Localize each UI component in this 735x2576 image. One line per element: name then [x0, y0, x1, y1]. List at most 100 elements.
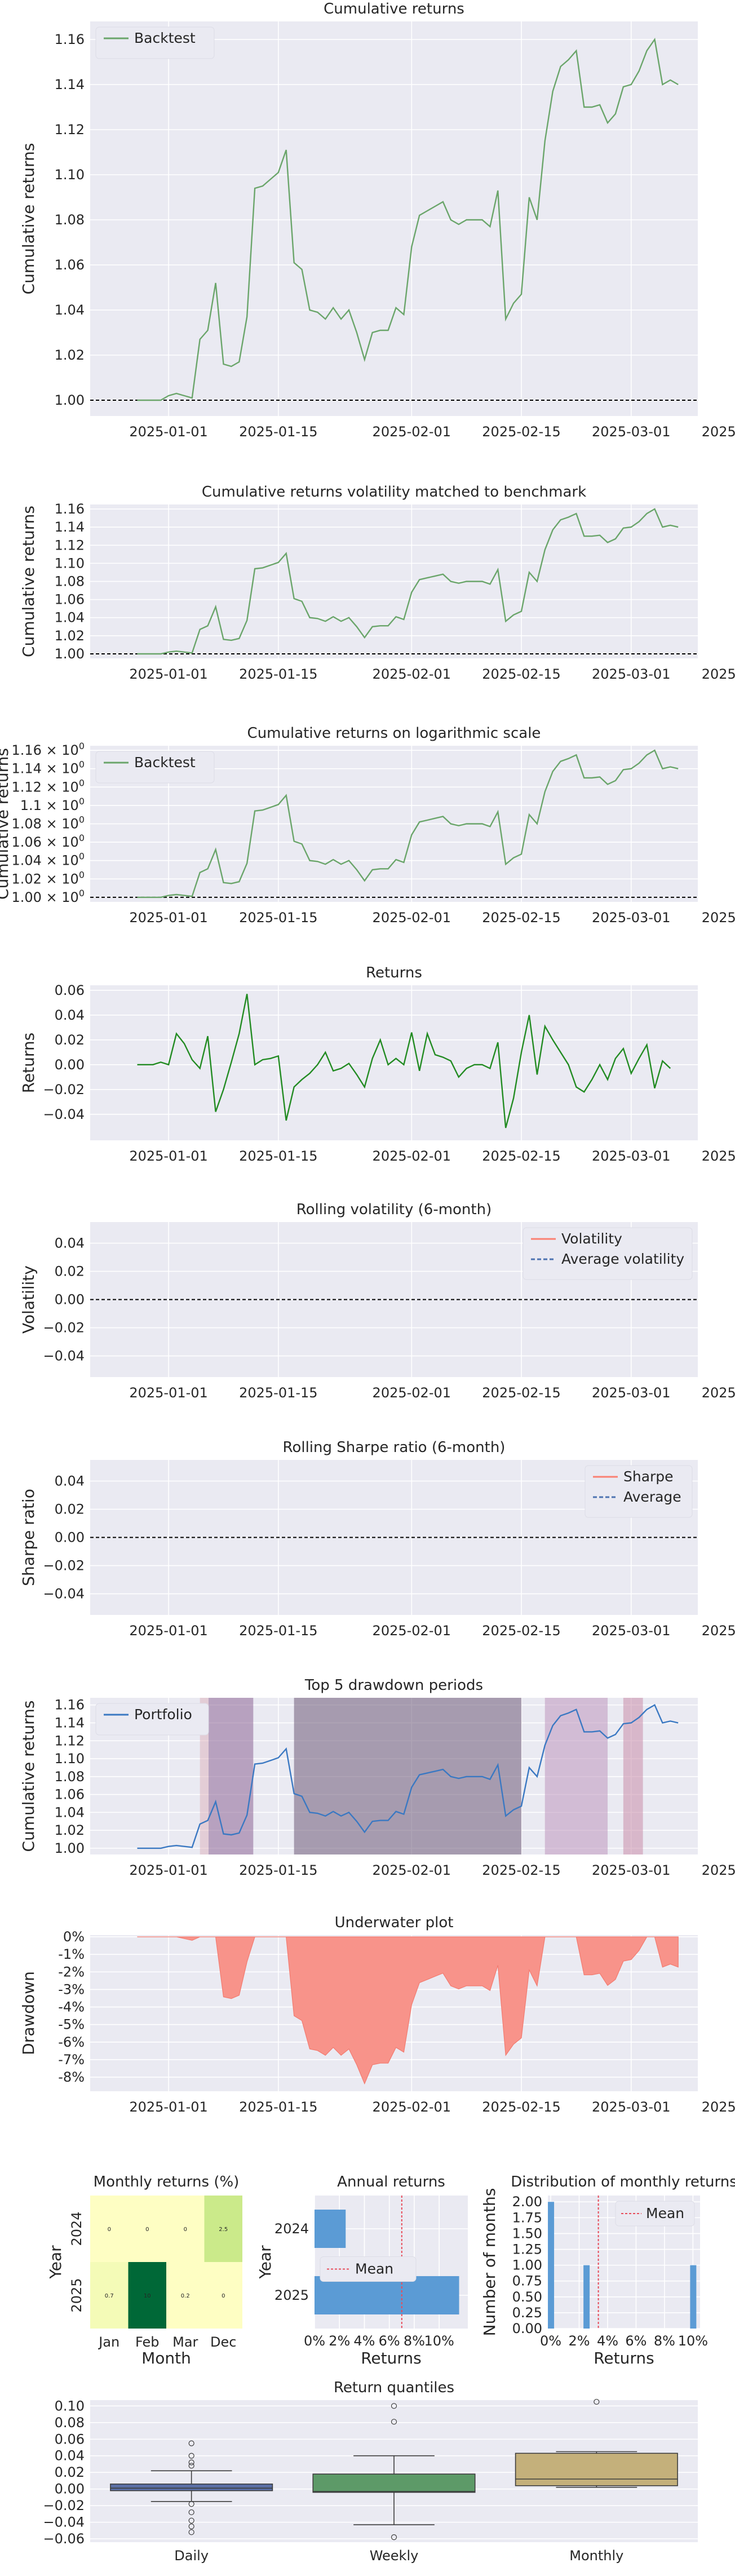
y-tick-label: 1.16 × 100 — [11, 741, 85, 758]
heatmap-cell — [166, 2196, 205, 2262]
box — [312, 2473, 476, 2493]
outlier-point — [391, 2419, 397, 2425]
x-tick-label: 2025-01-01 — [129, 2099, 207, 2115]
y-tick-label: 2025 — [274, 2287, 309, 2303]
y-tick-label: 0.02 — [55, 1264, 85, 1280]
y-axis-label: Year — [46, 2245, 65, 2280]
y-tick-label: 1.75 — [512, 2210, 542, 2225]
x-axis-label: Returns — [361, 2349, 422, 2367]
y-tick-label: 0.06 — [55, 982, 85, 998]
chart-title: Monthly returns (%) — [94, 2174, 240, 2190]
y-tick-label: 1.02 — [55, 628, 85, 644]
y-tick-label: 1.25 — [512, 2242, 542, 2258]
chart-title: Cumulative returns on logarithmic scale — [247, 725, 541, 742]
y-tick-exponent: 0 — [79, 777, 85, 788]
y-tick-label: 1.16 — [55, 1697, 85, 1713]
y-axis-label: Volatility — [19, 1265, 38, 1334]
outlier-point — [188, 2440, 194, 2446]
x-tick-label: 2025-02-15 — [482, 1862, 560, 1878]
x-tick-label: 2025-01-01 — [129, 666, 207, 682]
y-tick-mantissa: 1.02 × 10 — [11, 871, 78, 887]
y-axis-label: Cumulative returns — [19, 506, 38, 657]
drawdown-span — [544, 1698, 608, 1854]
y-tick-label: 0.04 — [55, 1473, 85, 1489]
x-tick-label: 2025-03-15 — [702, 666, 735, 682]
y-tick-label: 1.04 × 100 — [11, 851, 85, 869]
x-tick-label: 2025-03-01 — [592, 2099, 670, 2115]
x-tick-label: 2025-01-15 — [239, 910, 317, 926]
y-tick-label: 1.14 × 100 — [11, 759, 85, 777]
x-tick-label: 10% — [678, 2333, 708, 2349]
bar — [583, 2265, 590, 2329]
y-axis-label: Returns — [19, 1033, 38, 1094]
x-tick-label: 2025-02-01 — [373, 1385, 451, 1401]
x-tick-label: 2025-01-15 — [239, 1148, 317, 1164]
heatmap-cell — [166, 2262, 205, 2329]
y-tick-label: 1.12 — [55, 537, 85, 553]
chart-underwater: 0%-1% -2%-3% -4% -5%-6% -7%-8% 2025-01-01 2025… — [19, 1914, 735, 2115]
x-tick-label: 2025-02-15 — [482, 910, 560, 926]
x-tick-label: 2025-02-01 — [373, 424, 451, 440]
y-tick-label: 0.08 — [55, 2415, 85, 2431]
y-axis-label: Cumulative returns — [19, 143, 38, 295]
x-tick-label: 2025-01-01 — [129, 1862, 207, 1878]
y-tick-label: 1.16 — [55, 32, 85, 47]
y-tick-label: 1.02 × 100 — [11, 869, 85, 887]
y-tick-label: 0.00 — [55, 2481, 85, 2497]
y-tick-label: 0.00 — [512, 2321, 542, 2336]
chart-title: Returns — [366, 964, 422, 981]
x-tick-label: 2025-03-15 — [702, 1623, 735, 1639]
y-tick-label: -4% — [58, 1999, 85, 2015]
y-tick-label: -8% — [58, 2069, 85, 2085]
x-tick-label: 2025-02-15 — [482, 2099, 560, 2115]
legend-box — [615, 2201, 695, 2227]
bar — [548, 2202, 555, 2329]
series-line-volmatched — [137, 508, 679, 655]
y-tick-exponent: 0 — [79, 833, 85, 843]
plot-area — [90, 21, 698, 416]
y-tick-label: 1.04 — [55, 610, 85, 626]
y-tick-mantissa: 1.12 × 10 — [11, 779, 78, 795]
y-tick-label: −0.02 — [43, 1558, 85, 1574]
y-tick-label: 1.02 — [55, 1822, 85, 1838]
plot-area — [90, 985, 698, 1140]
y-tick-label: 0.00 — [55, 1530, 85, 1546]
y-tick-label: 1.08 × 100 — [11, 815, 85, 832]
series-line-returns — [137, 994, 671, 1128]
heatmap-value: 0 — [108, 2227, 111, 2233]
y-tick-label: -2% — [58, 1964, 85, 1980]
legend-box — [523, 1227, 693, 1280]
drawdown-span — [200, 1698, 209, 1854]
x-tick-label: 4% — [597, 2333, 618, 2349]
x-tick-label: 2025-01-01 — [129, 1148, 207, 1164]
y-tick-label: 1.06 — [55, 257, 85, 273]
heatmap-cell — [204, 2262, 242, 2329]
y-tick-label: 0.10 — [55, 2398, 85, 2414]
x-tick-label: 2025-02-01 — [373, 1148, 451, 1164]
x-tick-label: 2025-02-15 — [482, 1623, 560, 1639]
heatmap-cell — [204, 2196, 242, 2262]
x-tick-label: 2025-02-15 — [482, 666, 560, 682]
x-tick-label: 8% — [654, 2333, 675, 2349]
y-tick-label: 1.08 — [55, 1769, 85, 1785]
y-tick-label: 1.10 — [55, 555, 85, 571]
x-tick-label: 0% — [540, 2333, 561, 2349]
y-tick-label: 0.00 — [55, 1057, 85, 1073]
chart-monthly-returns: 0 0 0 2.5 0.7 10 0.2 0 Jan Feb Mar Dec 2024 2025 Month… — [46, 2174, 242, 2367]
heatmap-cell — [128, 2262, 166, 2329]
x-tick-label: Feb — [135, 2334, 160, 2350]
x-tick-label: 2025-03-15 — [702, 424, 735, 440]
y-tick-label: 2024 — [69, 2211, 85, 2246]
x-tick-label: 2025-03-15 — [702, 910, 735, 926]
x-tick-label: 0% — [304, 2333, 325, 2349]
x-tick-label: 2025-03-01 — [592, 910, 670, 926]
y-tick-exponent: 0 — [79, 741, 85, 751]
outlier-point — [188, 2501, 194, 2507]
x-tick-label: 2025-02-01 — [373, 2099, 451, 2115]
y-tick-label: 0.50 — [512, 2289, 542, 2305]
x-tick-label: 2025-03-15 — [702, 1148, 735, 1164]
y-tick-label: 1.04 — [55, 1804, 85, 1820]
x-tick-label: 2025-01-15 — [239, 1385, 317, 1401]
heatmap-value: 0 — [184, 2227, 187, 2233]
x-tick-label: 2025-03-01 — [592, 1623, 670, 1639]
